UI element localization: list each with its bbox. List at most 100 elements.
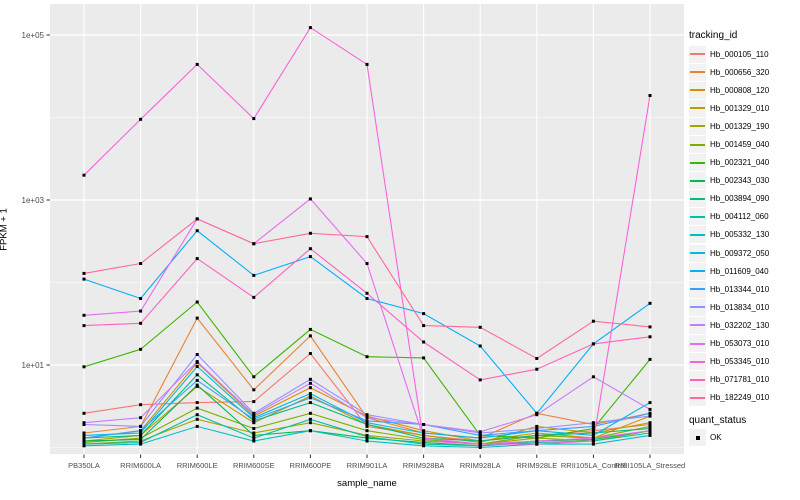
data-point-Hb_053073_010 — [591, 436, 595, 440]
legend-item-Hb_002343_030: Hb_002343_030 — [689, 172, 799, 190]
legend-item-label: Hb_032202_130 — [710, 320, 770, 330]
legend-item-Hb_053073_010: Hb_053073_010 — [689, 335, 799, 353]
legend-item-label: Hb_011609_040 — [710, 266, 769, 276]
legend-item-label: Hb_002343_030 — [710, 176, 770, 186]
series-color-line-icon — [690, 107, 705, 110]
data-point-Hb_013834_010 — [648, 414, 652, 418]
data-point-Hb_032202_130 — [252, 413, 256, 417]
data-point-Hb_004112_060 — [82, 442, 86, 446]
series-color-line-icon — [690, 306, 705, 309]
data-point-Hb_011609_040 — [139, 297, 143, 300]
data-point-Hb_004112_060 — [478, 444, 482, 448]
legend-item-Hb_003894_090: Hb_003894_090 — [689, 190, 799, 208]
data-point-Hb_004112_060 — [139, 441, 143, 444]
legend-item-label: Hb_182249_010 — [710, 393, 770, 403]
series-color-line-icon — [690, 161, 705, 164]
data-point-Hb_053345_010 — [478, 442, 482, 446]
data-point-Hb_032202_130 — [82, 421, 86, 425]
legend-item-label: Hb_013344_010 — [710, 284, 770, 294]
legend-title-tracking-id: tracking_id — [689, 30, 738, 41]
data-point-Hb_002321_040 — [139, 347, 143, 351]
legend-tracking-items: Hb_000105_110 Hb_000656_320 Hb_000808_120 H… — [689, 45, 799, 407]
data-point-Hb_003894_090 — [648, 427, 652, 430]
data-point-Hb_005332_130 — [82, 444, 86, 448]
data-point-Hb_011609_040 — [365, 297, 369, 300]
data-point-Hb_009372_050 — [422, 431, 426, 435]
data-point-Hb_071781_010 — [422, 340, 426, 344]
data-point-Hb_013344_010 — [308, 396, 312, 400]
data-point-Hb_013834_010 — [139, 424, 143, 428]
legend-item-Hb_009372_050: Hb_009372_050 — [689, 244, 799, 262]
data-point-Hb_071781_010 — [591, 342, 595, 346]
legend-item-Hb_013344_010: Hb_013344_010 — [689, 280, 799, 298]
data-point-Hb_053345_010 — [535, 442, 539, 446]
data-point-Hb_009372_050 — [478, 436, 482, 440]
data-point-Hb_053345_010 — [308, 26, 312, 30]
data-point-Hb_009372_050 — [648, 401, 652, 405]
data-point-Hb_071781_010 — [478, 378, 482, 382]
legend-key-line-icon — [689, 136, 706, 154]
data-point-Hb_011609_040 — [648, 301, 652, 305]
x-tick-label: RRIM928LE — [516, 461, 557, 470]
data-point-Hb_032202_130 — [648, 407, 652, 411]
data-point-Hb_182249_010 — [648, 325, 652, 329]
legend-item-Hb_001329_190: Hb_001329_190 — [689, 117, 799, 135]
legend-item-Hb_053345_010: Hb_053345_010 — [689, 353, 799, 371]
data-point-Hb_032202_130 — [139, 416, 143, 420]
data-point-Hb_001459_040 — [308, 411, 312, 415]
series-color-line-icon — [690, 252, 705, 255]
data-point-Hb_013344_010 — [82, 436, 86, 440]
data-point-Hb_000105_110 — [139, 403, 143, 407]
data-point-Hb_013834_010 — [365, 413, 369, 417]
data-point-Hb_005332_130 — [478, 446, 482, 449]
data-point-Hb_182249_010 — [365, 235, 369, 239]
data-point-Hb_005332_130 — [648, 433, 652, 437]
data-point-Hb_053073_010 — [422, 436, 426, 440]
legend-item-quant-ok: OK — [689, 429, 799, 447]
data-point-Hb_053073_010 — [648, 429, 652, 433]
data-point-Hb_001329_190 — [308, 421, 312, 425]
data-point-Hb_013834_010 — [535, 427, 539, 430]
y-tick-label: 1e+03 — [22, 196, 45, 205]
data-point-Hb_013834_010 — [195, 353, 199, 356]
legend-item-Hb_005332_130: Hb_005332_130 — [689, 226, 799, 244]
data-point-Hb_032202_130 — [365, 416, 369, 420]
data-point-Hb_003894_090 — [591, 431, 595, 435]
x-tick-label: RRIM600LA — [120, 461, 161, 470]
legend-item-Hb_001329_010: Hb_001329_010 — [689, 99, 799, 117]
data-point-Hb_005332_130 — [308, 429, 312, 433]
data-point-Hb_001329_190 — [252, 431, 256, 435]
data-point-Hb_013344_010 — [478, 433, 482, 437]
data-point-Hb_000656_320 — [195, 316, 199, 320]
legend-item-Hb_182249_010: Hb_182249_010 — [689, 389, 799, 407]
legend-item-Hb_032202_130: Hb_032202_130 — [689, 316, 799, 334]
data-point-Hb_009372_050 — [252, 416, 256, 420]
legend-item-Hb_011609_040: Hb_011609_040 — [689, 262, 799, 280]
data-point-Hb_071781_010 — [535, 367, 539, 371]
data-point-Hb_004112_060 — [252, 436, 256, 440]
data-point-Hb_001329_010 — [252, 421, 256, 425]
legend-key-line-icon — [689, 226, 706, 244]
data-point-Hb_009372_050 — [365, 421, 369, 425]
data-point-Hb_032202_130 — [591, 375, 595, 379]
legend-key-line-icon — [689, 117, 706, 135]
data-point-Hb_011609_040 — [195, 229, 199, 233]
data-point-Hb_011609_040 — [308, 255, 312, 259]
data-point-Hb_002321_040 — [648, 357, 652, 361]
legend-item-label: OK — [710, 433, 722, 443]
data-point-Hb_000105_110 — [82, 411, 86, 415]
data-point-Hb_182249_010 — [82, 271, 86, 275]
legend-item-label: Hb_000808_120 — [710, 85, 770, 95]
legend-key-line-icon — [689, 63, 706, 81]
data-point-Hb_011609_040 — [422, 312, 426, 316]
data-point-Hb_053345_010 — [139, 117, 143, 121]
data-point-Hb_000656_320 — [252, 388, 256, 392]
legend-key-line-icon — [689, 154, 706, 172]
x-tick-label: RRIM600LE — [177, 461, 218, 470]
data-point-Hb_001459_040 — [252, 427, 256, 430]
data-point-Hb_002321_040 — [422, 356, 426, 360]
data-point-Hb_002321_040 — [365, 355, 369, 359]
data-point-Hb_000808_120 — [535, 431, 539, 435]
series-color-line-icon — [690, 143, 705, 146]
